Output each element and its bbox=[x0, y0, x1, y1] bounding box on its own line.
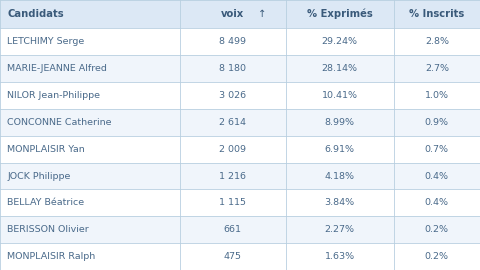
Text: 8.99%: 8.99% bbox=[324, 118, 355, 127]
Text: % Inscrits: % Inscrits bbox=[409, 9, 465, 19]
Text: 475: 475 bbox=[224, 252, 242, 261]
Text: 29.24%: 29.24% bbox=[322, 37, 358, 46]
Text: 6.91%: 6.91% bbox=[324, 145, 355, 154]
Text: % Exprimés: % Exprimés bbox=[307, 9, 372, 19]
Text: voix: voix bbox=[221, 9, 244, 19]
Text: 1 216: 1 216 bbox=[219, 171, 246, 181]
Text: BELLAY Béatrice: BELLAY Béatrice bbox=[7, 198, 84, 207]
Text: 1.0%: 1.0% bbox=[425, 91, 449, 100]
Text: 3.84%: 3.84% bbox=[324, 198, 355, 207]
Text: 2.8%: 2.8% bbox=[425, 37, 449, 46]
Text: 2 614: 2 614 bbox=[219, 118, 246, 127]
Text: 0.2%: 0.2% bbox=[425, 252, 449, 261]
Bar bbox=[0, 243, 480, 270]
Text: MONPLAISIR Ralph: MONPLAISIR Ralph bbox=[7, 252, 96, 261]
Text: 4.18%: 4.18% bbox=[324, 171, 355, 181]
Bar bbox=[0, 28, 480, 55]
Text: 8 499: 8 499 bbox=[219, 37, 246, 46]
Text: ↑: ↑ bbox=[258, 9, 266, 19]
Text: 0.2%: 0.2% bbox=[425, 225, 449, 234]
Text: LETCHIMY Serge: LETCHIMY Serge bbox=[7, 37, 84, 46]
Text: 28.14%: 28.14% bbox=[322, 64, 358, 73]
Text: BERISSON Olivier: BERISSON Olivier bbox=[7, 225, 89, 234]
Text: 8 180: 8 180 bbox=[219, 64, 246, 73]
Text: NILOR Jean-Philippe: NILOR Jean-Philippe bbox=[7, 91, 100, 100]
Bar bbox=[0, 0, 480, 28]
Text: 3 026: 3 026 bbox=[219, 91, 246, 100]
Text: 0.9%: 0.9% bbox=[425, 118, 449, 127]
Text: 2 009: 2 009 bbox=[219, 145, 246, 154]
Text: MONPLAISIR Yan: MONPLAISIR Yan bbox=[7, 145, 85, 154]
Bar bbox=[0, 136, 480, 163]
Text: 1.63%: 1.63% bbox=[324, 252, 355, 261]
Bar bbox=[0, 55, 480, 82]
Text: 10.41%: 10.41% bbox=[322, 91, 358, 100]
Text: Candidats: Candidats bbox=[7, 9, 64, 19]
Text: 0.4%: 0.4% bbox=[425, 171, 449, 181]
Bar bbox=[0, 190, 480, 216]
Text: 1 115: 1 115 bbox=[219, 198, 246, 207]
Bar bbox=[0, 82, 480, 109]
Text: JOCK Philippe: JOCK Philippe bbox=[7, 171, 71, 181]
Text: 0.4%: 0.4% bbox=[425, 198, 449, 207]
Text: 0.7%: 0.7% bbox=[425, 145, 449, 154]
Text: 661: 661 bbox=[224, 225, 242, 234]
Text: 2.7%: 2.7% bbox=[425, 64, 449, 73]
Text: 2.27%: 2.27% bbox=[324, 225, 355, 234]
Text: MARIE-JEANNE Alfred: MARIE-JEANNE Alfred bbox=[7, 64, 107, 73]
Bar bbox=[0, 163, 480, 190]
Text: CONCONNE Catherine: CONCONNE Catherine bbox=[7, 118, 112, 127]
Bar bbox=[0, 109, 480, 136]
Bar bbox=[0, 216, 480, 243]
